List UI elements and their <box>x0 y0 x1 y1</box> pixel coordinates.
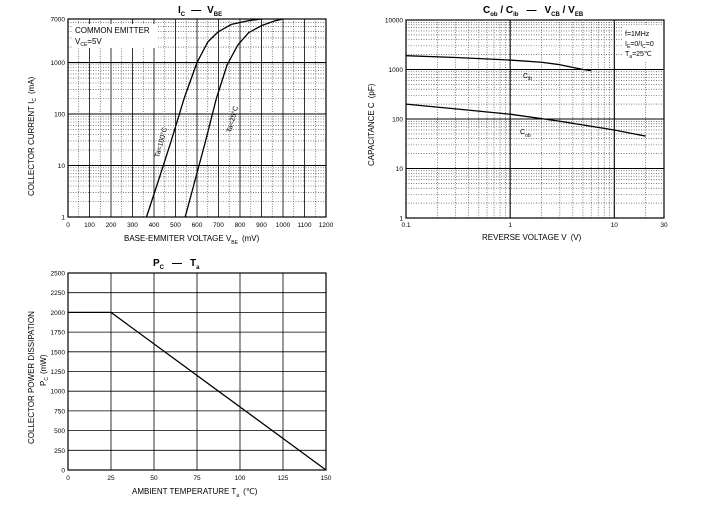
y-tick-label: 100 <box>54 112 65 119</box>
y-tick-label: 1 <box>399 216 403 223</box>
chart3-ylabel-line2: PC(mW) <box>39 354 50 386</box>
x-tick-label: 50 <box>150 475 158 482</box>
y-tick-label: 100 <box>392 117 403 124</box>
chart-pc-ta: PC — Ta 0 25 50 75 100 125 150025050075010001250… <box>27 258 332 499</box>
y-tick-label: 1500 <box>51 349 66 356</box>
chart1-xlabel: BASE-EMMITER VOLTAGE VBE (mV) <box>124 234 260 246</box>
x-tick-label: 0.1 <box>401 222 410 229</box>
chart1-title: IC — VBE <box>178 5 222 18</box>
y-tick-label: 2250 <box>51 290 66 297</box>
y-tick-label: 500 <box>54 428 65 435</box>
series-label-cob: Cob <box>520 129 531 139</box>
chart1-annotation-vce: VCE=5V <box>75 37 102 48</box>
series-line-cib <box>405 55 592 72</box>
chart2-annotation-freq: f=1MHz <box>625 31 650 38</box>
x-tick-label: 300 <box>127 222 138 229</box>
chart3-frame <box>67 272 327 471</box>
y-tick-label: 1000 <box>389 67 404 74</box>
chart1-annotation-common-emitter: COMMON EMITTER <box>75 26 150 35</box>
chart-ic-vbe: IC — VBE 0 100 200 300 400 500 600 700 800 900 1000 1… <box>27 5 334 246</box>
chart2-title: Cob / Cib — VCB / VEB <box>483 5 584 18</box>
x-tick-label: 25 <box>107 475 115 482</box>
y-tick-label: 1000 <box>51 389 66 396</box>
x-tick-label: 500 <box>170 222 181 229</box>
x-tick-label: 75 <box>193 475 201 482</box>
x-tick-label: 1100 <box>298 222 312 229</box>
x-tick-label: 700 <box>213 222 224 229</box>
chart2-frame <box>405 19 665 219</box>
y-tick-label: 250 <box>54 448 65 455</box>
x-tick-label: 10 <box>611 222 619 229</box>
y-tick-label: 2500 <box>51 271 66 278</box>
chart1-ylabel: COLLECTOR CURRENT IC(mA) <box>27 76 38 196</box>
y-tick-label: 10 <box>58 163 66 170</box>
series-line-pc <box>68 311 327 471</box>
x-tick-label: 800 <box>235 222 246 229</box>
y-tick-label: 2000 <box>51 310 66 317</box>
chart2-annotation-ta: Ta=25℃ <box>625 51 652 60</box>
y-tick-label: 1000 <box>51 60 66 67</box>
x-tick-label: 900 <box>256 222 267 229</box>
series-line-cob <box>405 103 646 137</box>
y-tick-label: 10 <box>396 166 404 173</box>
chart1-frame <box>67 18 327 218</box>
x-tick-label: 0 <box>66 222 70 229</box>
x-tick-label: 1200 <box>319 222 334 229</box>
x-tick-label: 200 <box>106 222 117 229</box>
x-tick-label: 100 <box>235 475 246 482</box>
chart3-xlabel: AMBIENT TEMPERATURE Ta (℃) <box>132 487 258 499</box>
y-tick-label: 10000 <box>385 18 403 25</box>
x-tick-label: 1 <box>508 222 512 229</box>
chart1-annotation-bg <box>72 24 158 48</box>
y-tick-label: 1 <box>61 215 65 222</box>
x-tick-label: 30 <box>660 222 668 229</box>
y-tick-label: 1250 <box>51 369 66 376</box>
chart-capacitance: Cob / Cib — VCB / VEB 0.1 1 10 30110100100010… <box>367 5 668 242</box>
y-tick-label: 750 <box>54 408 65 415</box>
x-tick-label: 125 <box>278 475 289 482</box>
x-tick-label: 150 <box>321 475 332 482</box>
series-line-ta-100 <box>145 18 262 218</box>
chart3-title: PC — Ta <box>153 258 200 271</box>
series-label-ta-25: Ta=25°C <box>225 105 240 133</box>
x-tick-label: 0 <box>66 475 70 482</box>
chart2-annotation-bg <box>622 25 662 61</box>
x-tick-label: 100 <box>84 222 95 229</box>
x-tick-label: 400 <box>149 222 160 229</box>
chart2-annotation-ie: IE=0/IC=0 <box>625 41 654 50</box>
chart2-ylabel: CAPACITANCE C(pF) <box>367 83 376 166</box>
x-tick-label: 1000 <box>276 222 291 229</box>
x-tick-label: 600 <box>192 222 203 229</box>
y-tick-label: 1750 <box>51 330 66 337</box>
series-label-cib: Cib <box>523 73 532 82</box>
chart3-ylabel: COLLECTOR POWER DISSIPATION <box>27 311 36 444</box>
y-tick-label: 0 <box>61 468 65 475</box>
chart2-xlabel: REVERSE VOLTAGE V (V) <box>482 233 582 242</box>
y-tick-label: 7000 <box>51 17 66 24</box>
series-line-ta-25 <box>184 18 284 218</box>
